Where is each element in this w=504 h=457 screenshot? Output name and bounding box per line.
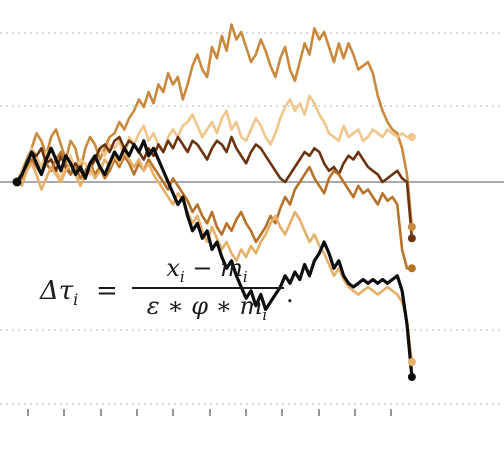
formula: Δτi = xi − mi ε ∗ φ ∗ mi . [40,252,294,332]
series-layer [15,23,414,378]
formula-numerator: xi − mi [166,254,248,286]
formula-denominator: ε ∗ φ ∗ mi [146,292,268,324]
series-end-marker-1 [407,223,416,231]
series-line-4 [16,150,412,270]
series-end-marker-4 [407,264,416,273]
series-start-marker [12,177,22,187]
formula-lhs: Δτi [40,276,79,310]
series-line-2 [15,94,412,183]
series-end-marker-6 [407,373,416,381]
series-line-1 [15,23,414,228]
formula-fraction-bar [132,287,284,289]
series-line-5 [16,150,414,363]
x-axis-ticks [27,409,392,416]
formula-period: . [286,280,294,308]
series-end-marker-3 [407,234,416,243]
series-end-marker-5 [407,358,416,366]
series-line-6 [15,139,414,378]
end-markers [12,133,416,381]
grid-lines [0,32,504,405]
formula-equals: = [96,276,118,306]
series-end-marker-2 [407,133,416,141]
